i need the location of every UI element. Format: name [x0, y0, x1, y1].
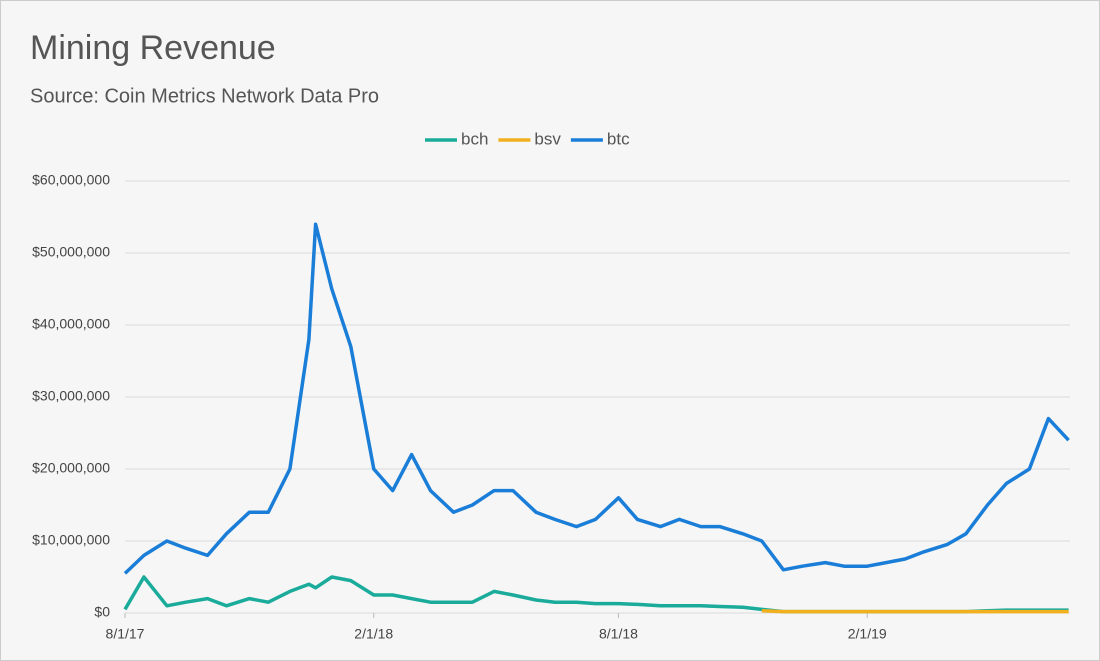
x-tick-label: 8/1/17 [106, 626, 145, 642]
chart-subtitle: Source: Coin Metrics Network Data Pro [30, 85, 379, 107]
series-line [123, 222, 1070, 575]
y-tick-label: $50,000,000 [32, 244, 110, 260]
legend-label: bsv [534, 129, 561, 148]
y-tick-label: $20,000,000 [32, 460, 110, 476]
y-tick-label: $40,000,000 [32, 316, 110, 332]
y-tick-label: $60,000,000 [32, 172, 110, 188]
x-tick-label: 8/1/18 [599, 626, 638, 642]
legend-label: btc [607, 129, 630, 148]
chart-title: Mining Revenue [30, 29, 276, 67]
series-line [761, 609, 1069, 614]
legend-label: bch [461, 129, 488, 148]
x-tick-label: 2/1/18 [354, 626, 393, 642]
y-tick-label: $10,000,000 [32, 532, 110, 548]
y-tick-label: $0 [94, 604, 110, 620]
y-tick-label: $30,000,000 [32, 388, 110, 404]
x-tick-label: 2/1/19 [848, 626, 887, 642]
